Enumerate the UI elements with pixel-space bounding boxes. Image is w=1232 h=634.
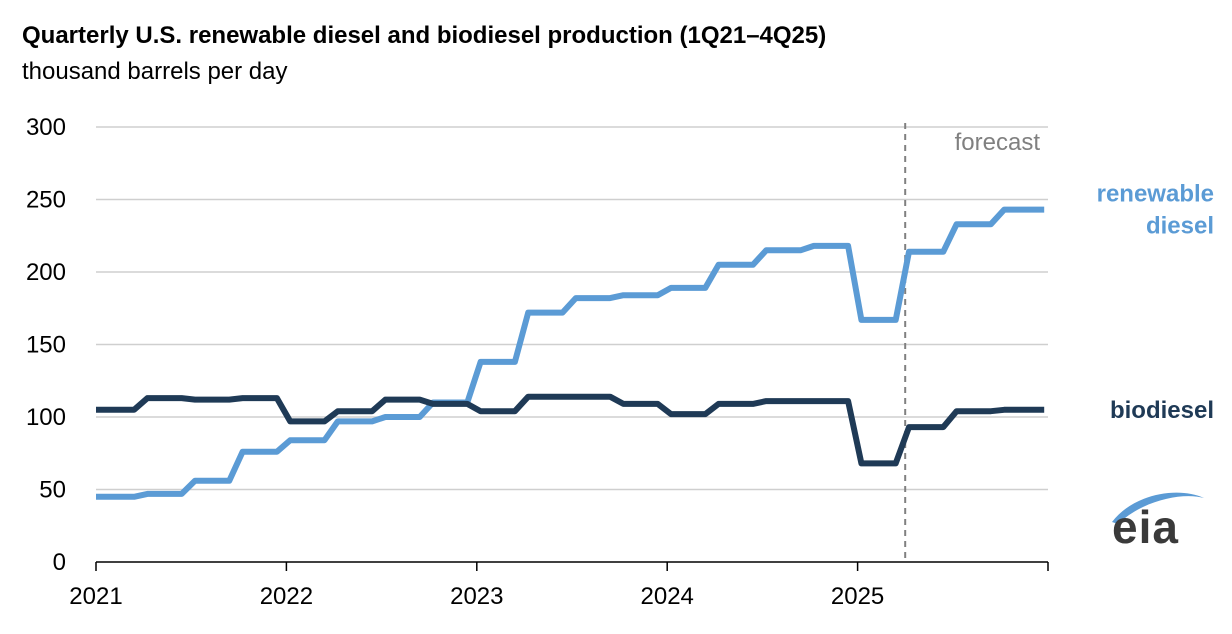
y-tick-label-0: 0 (53, 549, 66, 576)
y-tick-label-150: 150 (26, 332, 66, 359)
y-tick-label-100: 100 (26, 404, 66, 431)
series-label-line: renewable (1097, 181, 1214, 208)
x-tick-label-2022: 2022 (260, 583, 313, 610)
renewable-diesel-line (96, 206, 1045, 500)
y-tick-label-200: 200 (26, 259, 66, 286)
biodiesel-line (96, 393, 1045, 467)
series-label-line: biodiesel (1110, 397, 1214, 424)
x-tick-label-2024: 2024 (641, 583, 694, 610)
series-label-renewable-diesel: renewable diesel (1097, 181, 1214, 240)
series-label-line: diesel (1146, 213, 1214, 240)
series-label-biodiesel: biodiesel (1110, 397, 1214, 424)
x-tick-label-2025: 2025 (831, 583, 884, 610)
eia-logo-icon (1112, 492, 1204, 524)
forecast-label: forecast (955, 129, 1041, 156)
y-tick-label-250: 250 (26, 187, 66, 214)
chart-title: Quarterly U.S. renewable diesel and biod… (22, 22, 827, 49)
x-tick-label-2023: 2023 (450, 583, 503, 610)
x-tick-label-2021: 2021 (69, 583, 122, 610)
chart-subtitle: thousand barrels per day (22, 58, 288, 85)
eia-logo-text: eia (1112, 501, 1179, 553)
y-tick-label-300: 300 (26, 114, 66, 141)
y-tick-label-50: 50 (39, 477, 66, 504)
